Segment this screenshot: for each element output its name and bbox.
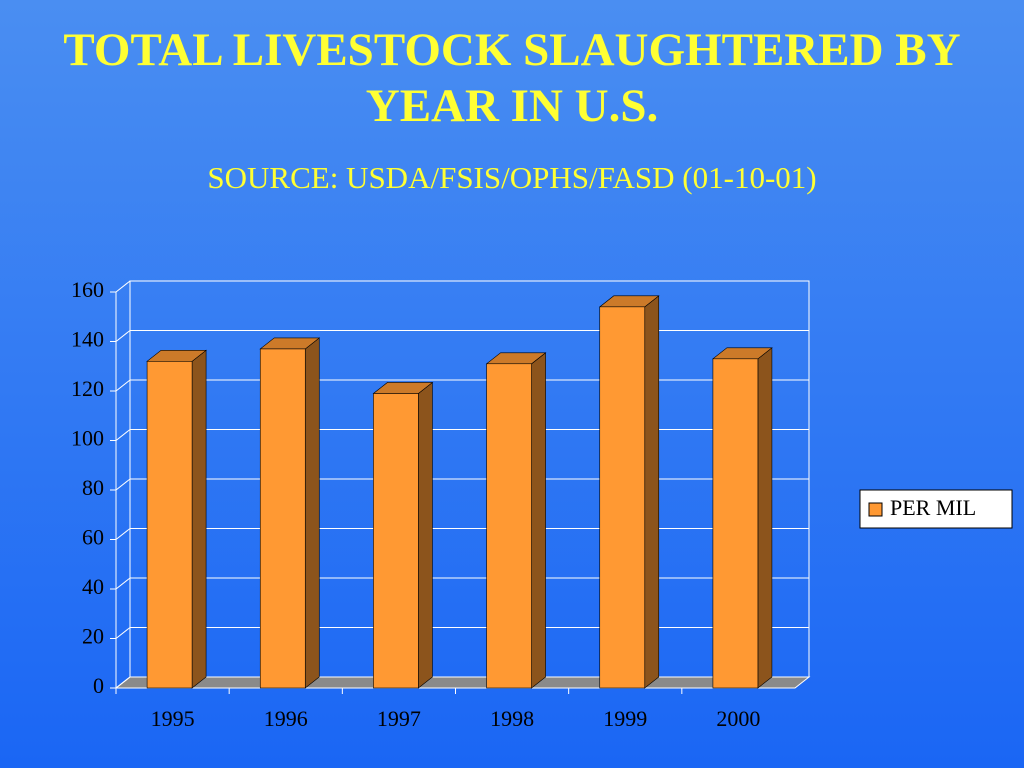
y-tick-label: 0 — [93, 673, 104, 698]
y-tick-label: 40 — [82, 574, 104, 599]
y-tick-label: 80 — [82, 475, 104, 500]
grid-line-side — [115, 379, 131, 392]
bar-side — [304, 337, 320, 689]
bar-side — [644, 295, 660, 689]
grid-line-side — [115, 528, 131, 540]
bar-side — [418, 381, 433, 689]
bar — [146, 360, 193, 689]
grid-line-side — [115, 676, 131, 689]
bar — [259, 348, 306, 689]
y-tick-label: 60 — [82, 525, 104, 550]
grid-line-side — [115, 478, 131, 491]
floor — [114, 676, 811, 689]
x-tick-label: 1996 — [264, 706, 308, 731]
bar-side — [191, 349, 207, 689]
x-tick-label: 1998 — [490, 706, 534, 731]
bar-side — [531, 352, 546, 689]
y-tick-label: 140 — [71, 327, 104, 352]
grid-line-side — [115, 429, 131, 441]
grid-line-side — [115, 627, 131, 639]
y-tick-label: 20 — [82, 624, 104, 649]
grid-line-side — [115, 577, 131, 590]
grid-line-side — [115, 280, 131, 293]
chart-subtitle: SOURCE: USDA/FSIS/OPHS/FASD (01-10-01) — [207, 160, 817, 195]
bar — [599, 306, 646, 689]
grid-line-side — [115, 330, 131, 342]
y-tick-label: 100 — [71, 426, 104, 451]
legend-box — [859, 489, 1013, 529]
bar-side — [757, 347, 773, 689]
y-tick-label: 160 — [71, 277, 104, 302]
x-tick-label: 1995 — [151, 706, 195, 731]
bar — [373, 393, 419, 689]
x-tick-label: 1999 — [603, 706, 647, 731]
x-tick-label: 1997 — [377, 706, 421, 731]
legend-label: PER MIL — [890, 495, 976, 520]
legend-swatch — [868, 502, 883, 517]
chart-title: TOTAL LIVESTOCK SLAUGHTERED BY YEAR IN U… — [63, 24, 961, 132]
y-tick-label: 120 — [71, 376, 104, 401]
bar — [712, 358, 759, 689]
x-tick-label: 2000 — [716, 706, 760, 731]
bar — [486, 363, 532, 689]
